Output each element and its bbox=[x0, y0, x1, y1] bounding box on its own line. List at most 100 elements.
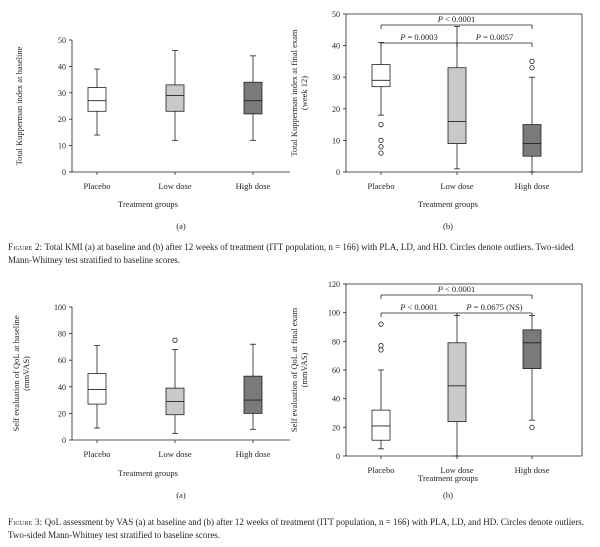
box-high-dose bbox=[522, 58, 542, 173]
y-tick-label: 0 bbox=[336, 452, 340, 461]
x-category-label: Placebo bbox=[368, 181, 395, 191]
y-tick-label: 0 bbox=[62, 436, 66, 445]
p-symbol: P bbox=[465, 302, 471, 312]
y-axis-title: Total Kupperman index at baseline bbox=[14, 46, 24, 165]
y-tick-label: 40 bbox=[58, 383, 66, 392]
outlier-point bbox=[378, 122, 384, 128]
significance-bracket: P < 0.0001 bbox=[380, 14, 533, 29]
significance-label: P < 0.0001 bbox=[437, 284, 476, 294]
y-axis-title: Self evaluation of QoL at final exam bbox=[289, 307, 299, 432]
figure-3-caption: Figure 3: QoL assessment by VAS (a) at b… bbox=[8, 516, 594, 541]
significance-label: P < 0.0001 bbox=[399, 302, 438, 312]
y-tick-label: 50 bbox=[332, 10, 340, 19]
box-iqr bbox=[87, 373, 107, 405]
y-tick-label: 20 bbox=[58, 409, 66, 418]
p-symbol: P bbox=[437, 14, 443, 24]
x-category-label: Low dose bbox=[158, 181, 192, 191]
y-tick-label: 20 bbox=[332, 105, 340, 114]
box-placebo bbox=[87, 345, 107, 429]
y-tick-label: 10 bbox=[58, 142, 66, 151]
box-low-dose bbox=[447, 315, 467, 457]
y-tick-label: 40 bbox=[332, 395, 340, 404]
y-tick-label: 120 bbox=[328, 280, 340, 289]
y-axis-title: Total Kupperman index at final exam bbox=[289, 29, 299, 156]
p-symbol: P bbox=[399, 32, 405, 42]
significance-bracket: P = 0.0003 bbox=[380, 32, 458, 47]
panel-label: (b) bbox=[443, 490, 453, 500]
y-tick-label: 80 bbox=[332, 337, 340, 346]
box-low-dose bbox=[165, 50, 185, 141]
box-iqr bbox=[371, 409, 391, 441]
outlier-point bbox=[378, 343, 384, 349]
x-category-label: Low dose bbox=[158, 449, 192, 459]
y-tick-label: 80 bbox=[58, 330, 66, 339]
y-tick-label: 20 bbox=[58, 115, 66, 124]
outlier-point bbox=[529, 65, 535, 71]
outlier-point bbox=[172, 337, 178, 343]
figure-2-caption-text: Total KMI (a) at baseline and (b) after … bbox=[8, 242, 574, 265]
y-axis-title: (mmVAS) bbox=[21, 356, 31, 391]
y-axis-title: (week 12) bbox=[299, 76, 309, 110]
y-tick-label: 50 bbox=[58, 36, 66, 45]
box-high-dose bbox=[522, 315, 542, 430]
box-iqr bbox=[165, 84, 185, 112]
p-symbol: P bbox=[399, 302, 405, 312]
outlier-point bbox=[529, 58, 535, 65]
box-iqr bbox=[243, 81, 263, 115]
x-axis-title: Treatment groups bbox=[118, 199, 178, 209]
figure-3-caption-text: QoL assessment by VAS (a) at baseline an… bbox=[8, 517, 585, 540]
p-value: = 0.0675 (NS) bbox=[472, 302, 523, 312]
x-category-label: High dose bbox=[236, 449, 271, 459]
p-value: < 0.0001 bbox=[443, 284, 475, 294]
significance-label: P = 0.0057 bbox=[475, 32, 514, 42]
y-tick-label: 60 bbox=[58, 356, 66, 365]
box-iqr bbox=[522, 329, 542, 369]
figure-3-caption-lead: Figure 3: bbox=[8, 517, 43, 527]
x-category-label: Placebo bbox=[368, 465, 395, 475]
panel-label: (a) bbox=[176, 221, 186, 231]
x-category-label: Placebo bbox=[84, 181, 111, 191]
outlier-point bbox=[378, 347, 384, 353]
x-category-label: Low dose bbox=[440, 181, 474, 191]
figure-2-caption: Figure 2: Total KMI (a) at baseline and … bbox=[8, 241, 594, 266]
chart-panel: 0 20 40 60 80 100 Placebo Low dose High dose Trea… bbox=[11, 303, 290, 500]
significance-label: P = 0.0675 (NS) bbox=[465, 302, 522, 312]
significance-label: P < 0.0001 bbox=[437, 14, 476, 24]
outlier-point bbox=[378, 137, 384, 143]
box-iqr bbox=[87, 87, 107, 112]
box-iqr bbox=[243, 375, 263, 414]
y-tick-label: 40 bbox=[58, 62, 66, 71]
significance-bracket: P = 0.0057 bbox=[456, 32, 533, 47]
box-low-dose bbox=[165, 337, 185, 434]
y-axis-title: Self evaluation of QoL at baseline bbox=[11, 315, 21, 431]
p-symbol: P bbox=[475, 32, 481, 42]
chart-panel: 0 20 40 60 80 100 120 Placebo Low dose High dose T… bbox=[289, 280, 583, 500]
box-iqr bbox=[447, 342, 467, 422]
panel-label: (a) bbox=[176, 490, 186, 500]
x-category-label: High dose bbox=[515, 181, 550, 191]
y-tick-label: 0 bbox=[336, 168, 340, 177]
figure-2-caption-lead: Figure 2: bbox=[8, 242, 43, 252]
y-tick-label: 100 bbox=[328, 309, 340, 318]
p-symbol: P bbox=[437, 284, 443, 294]
x-category-label: Placebo bbox=[84, 449, 111, 459]
y-tick-label: 30 bbox=[332, 73, 340, 82]
significance-bracket: P < 0.0001 bbox=[380, 302, 458, 317]
box-placebo bbox=[371, 42, 391, 156]
outlier-point bbox=[378, 150, 384, 156]
x-axis-title: Treatment groups bbox=[418, 199, 478, 209]
box-high-dose bbox=[243, 343, 263, 430]
y-tick-label: 100 bbox=[54, 303, 66, 312]
x-category-label: High dose bbox=[236, 181, 271, 191]
y-tick-label: 10 bbox=[332, 136, 340, 145]
y-tick-label: 60 bbox=[332, 366, 340, 375]
p-value: = 0.0057 bbox=[481, 32, 513, 42]
box-iqr bbox=[447, 67, 467, 144]
chart-panel: 0 10 20 30 40 50 Placebo Low dose High dose Treat… bbox=[289, 10, 583, 231]
panel-label: (b) bbox=[443, 221, 453, 231]
box-placebo bbox=[87, 68, 107, 136]
y-tick-label: 40 bbox=[332, 42, 340, 51]
y-tick-label: 20 bbox=[332, 423, 340, 432]
chart-panel: 0 10 20 30 40 50 Placebo Low dose High dose Treat… bbox=[14, 36, 290, 231]
